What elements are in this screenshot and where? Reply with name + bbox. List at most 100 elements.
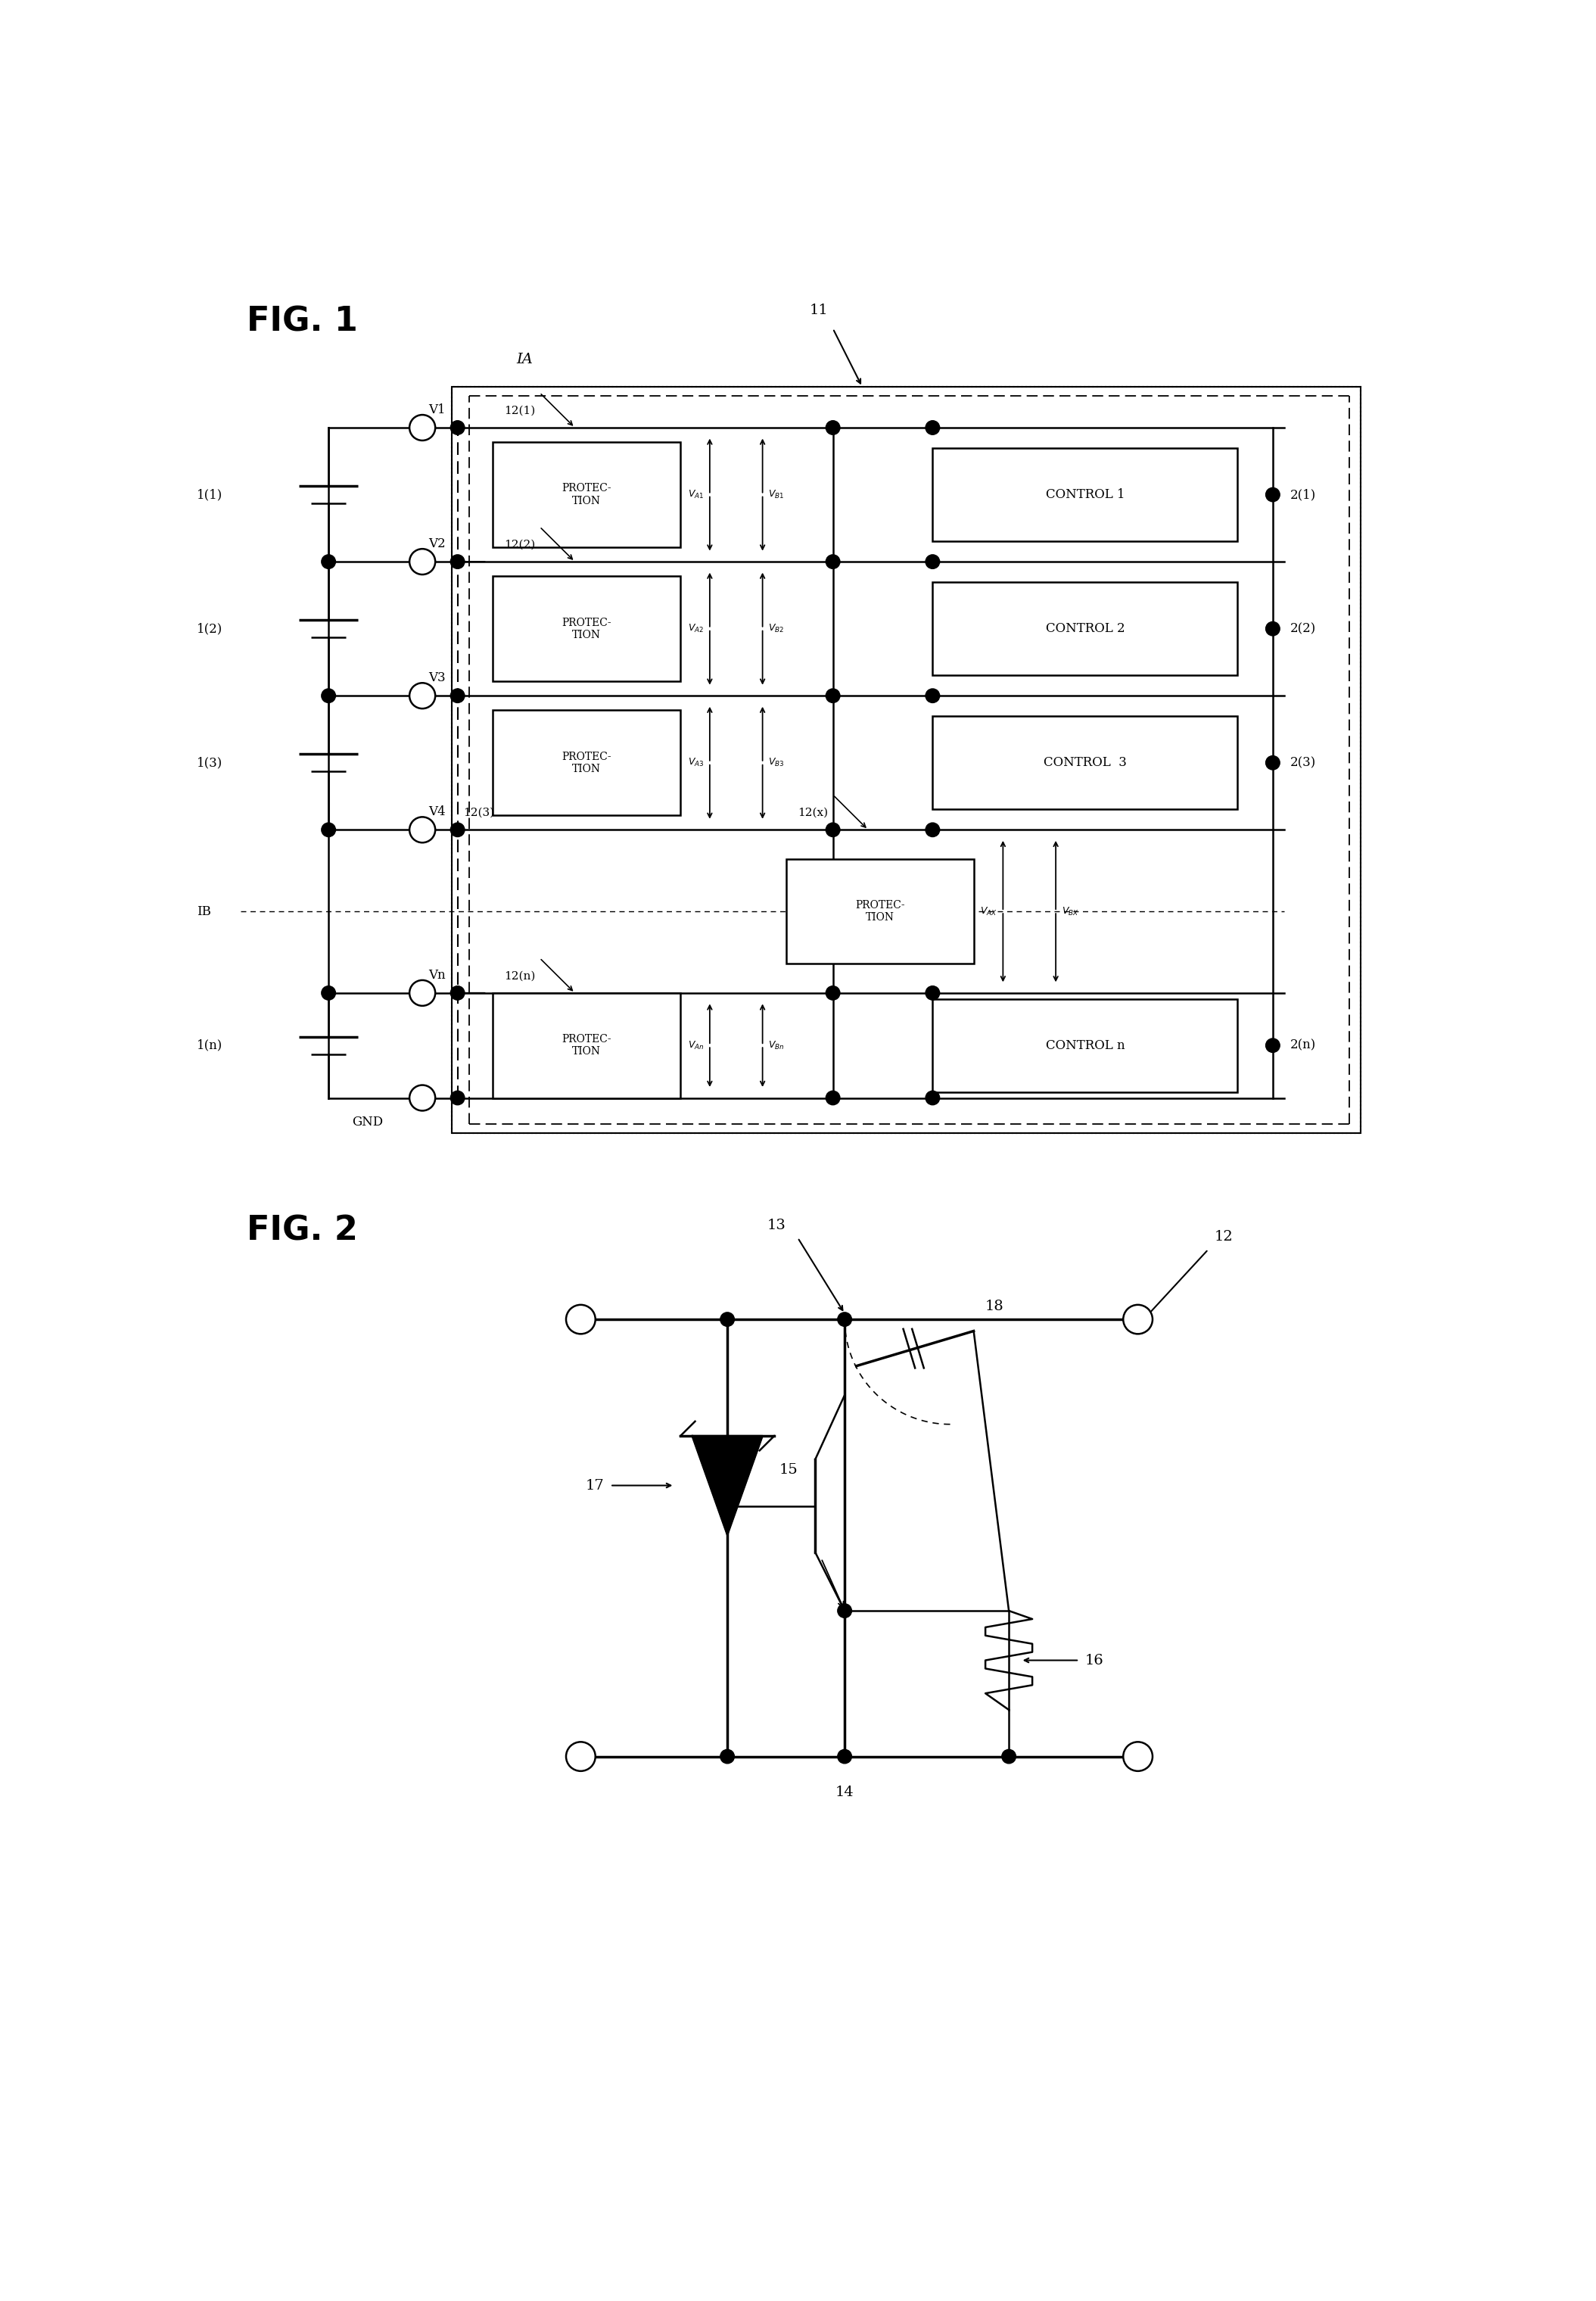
Circle shape <box>450 987 464 1001</box>
Circle shape <box>450 1091 464 1104</box>
Text: $V_{B3}$: $V_{B3}$ <box>768 757 785 769</box>
FancyBboxPatch shape <box>932 999 1237 1093</box>
Circle shape <box>926 688 940 702</box>
Circle shape <box>825 987 839 1001</box>
Text: 1(n): 1(n) <box>196 1040 223 1052</box>
Circle shape <box>926 987 940 1001</box>
Circle shape <box>321 555 335 568</box>
Text: 15: 15 <box>779 1463 798 1477</box>
Circle shape <box>838 1604 852 1618</box>
FancyBboxPatch shape <box>493 994 680 1098</box>
Circle shape <box>825 555 839 568</box>
Text: $V_{B2}$: $V_{B2}$ <box>768 624 784 635</box>
FancyBboxPatch shape <box>932 582 1237 676</box>
Text: GND: GND <box>353 1116 383 1127</box>
Circle shape <box>825 421 839 435</box>
Text: 1(1): 1(1) <box>196 488 223 502</box>
Text: FIG. 1: FIG. 1 <box>246 306 358 338</box>
Circle shape <box>926 421 940 435</box>
Circle shape <box>926 1091 940 1104</box>
FancyBboxPatch shape <box>785 858 974 964</box>
Text: PROTEC-
TION: PROTEC- TION <box>562 1033 611 1056</box>
Circle shape <box>1266 621 1280 635</box>
Circle shape <box>926 555 940 568</box>
Text: 12(2): 12(2) <box>504 538 536 550</box>
Circle shape <box>410 817 436 842</box>
Text: 17: 17 <box>586 1480 605 1493</box>
FancyBboxPatch shape <box>932 449 1237 541</box>
Circle shape <box>567 1742 595 1772</box>
Circle shape <box>720 1312 734 1325</box>
Circle shape <box>321 987 335 1001</box>
Text: 13: 13 <box>768 1217 785 1231</box>
Text: 2(1): 2(1) <box>1290 488 1317 502</box>
Circle shape <box>1002 1749 1017 1763</box>
Text: V3: V3 <box>428 672 445 683</box>
Text: 14: 14 <box>835 1786 854 1799</box>
Text: $V_{A3}$: $V_{A3}$ <box>688 757 704 769</box>
Text: 2(2): 2(2) <box>1290 621 1317 635</box>
Circle shape <box>410 980 436 1006</box>
Text: CONTROL 2: CONTROL 2 <box>1045 621 1125 635</box>
Circle shape <box>838 1749 852 1763</box>
FancyBboxPatch shape <box>493 711 680 815</box>
Text: 12(1): 12(1) <box>504 405 536 416</box>
Text: 1(2): 1(2) <box>196 621 223 635</box>
Circle shape <box>450 421 464 435</box>
Circle shape <box>1266 488 1280 502</box>
Circle shape <box>1124 1742 1152 1772</box>
Text: $V_{B1}$: $V_{B1}$ <box>768 490 785 499</box>
Text: $V_{A2}$: $V_{A2}$ <box>688 624 704 635</box>
Text: CONTROL 1: CONTROL 1 <box>1045 488 1125 502</box>
Text: IA: IA <box>516 352 533 366</box>
FancyBboxPatch shape <box>493 442 680 548</box>
Text: V1: V1 <box>428 403 445 416</box>
Text: $V_{AX}$: $V_{AX}$ <box>980 907 998 918</box>
Circle shape <box>567 1305 595 1335</box>
Circle shape <box>450 688 464 702</box>
Text: CONTROL  3: CONTROL 3 <box>1044 757 1127 769</box>
Circle shape <box>410 1086 436 1111</box>
Circle shape <box>410 683 436 709</box>
Circle shape <box>926 824 940 838</box>
Circle shape <box>825 824 839 838</box>
Polygon shape <box>693 1436 763 1535</box>
Text: PROTEC-
TION: PROTEC- TION <box>562 483 611 506</box>
Text: $V_{Bn}$: $V_{Bn}$ <box>768 1040 785 1052</box>
Circle shape <box>838 1312 852 1325</box>
Circle shape <box>1124 1305 1152 1335</box>
Text: V2: V2 <box>428 536 445 550</box>
Text: 16: 16 <box>1085 1654 1104 1668</box>
Text: 12(n): 12(n) <box>504 971 536 980</box>
Text: 1(3): 1(3) <box>196 757 223 769</box>
Circle shape <box>410 550 436 575</box>
Circle shape <box>410 414 436 439</box>
Circle shape <box>1266 755 1280 771</box>
Circle shape <box>825 1091 839 1104</box>
Circle shape <box>321 824 335 838</box>
Circle shape <box>450 555 464 568</box>
Text: 11: 11 <box>809 304 828 318</box>
Text: $V_{An}$: $V_{An}$ <box>688 1040 704 1052</box>
Circle shape <box>825 688 839 702</box>
Text: $V_{BX}$: $V_{BX}$ <box>1061 907 1079 918</box>
Text: 12(x): 12(x) <box>798 808 828 819</box>
Text: PROTEC-
TION: PROTEC- TION <box>562 752 611 773</box>
Text: PROTEC-
TION: PROTEC- TION <box>562 617 611 640</box>
Text: PROTEC-
TION: PROTEC- TION <box>855 900 905 923</box>
Text: 12(3): 12(3) <box>463 808 495 819</box>
FancyBboxPatch shape <box>932 716 1237 810</box>
Text: CONTROL n: CONTROL n <box>1045 1040 1125 1052</box>
Circle shape <box>450 824 464 838</box>
Text: Vn: Vn <box>428 969 445 980</box>
Text: 2(3): 2(3) <box>1290 757 1317 769</box>
Circle shape <box>321 688 335 702</box>
Text: 12: 12 <box>1215 1231 1232 1243</box>
Text: $V_{A1}$: $V_{A1}$ <box>688 490 704 499</box>
Circle shape <box>720 1749 734 1763</box>
FancyBboxPatch shape <box>493 575 680 681</box>
Text: V4: V4 <box>428 805 445 819</box>
Text: 2(n): 2(n) <box>1290 1040 1317 1052</box>
Text: IB: IB <box>196 904 211 918</box>
Circle shape <box>1266 1038 1280 1052</box>
